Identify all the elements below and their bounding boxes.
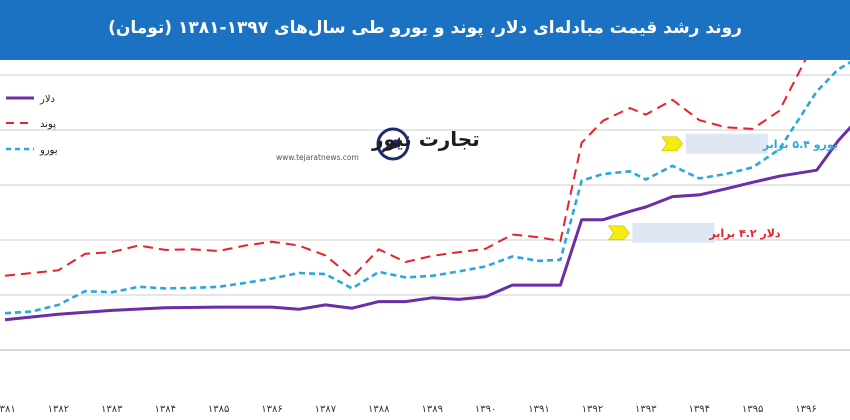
- series-line-pound: [4, 60, 807, 279]
- x-tick-label: ۱۳۸۸: [368, 404, 390, 415]
- x-axis-ticks: ۱۳۸۱ ۱۳۸۲ ۱۳۸۳ ۱۳۸۴ ۱۳۸۵ ۱۳۸۶ ۱۳۸۷ ۱۳۸۸ ۱۳۸۹ ۱۳۹۰…: [0, 404, 850, 415]
- x-tick-label: ۱۳۹۷: [849, 404, 850, 415]
- x-tick-label: ۱۳۹۵: [742, 404, 763, 415]
- tejarat-news-logo: تجارت نیوز www.tejaratnews.com: [276, 127, 480, 162]
- chart-title: روند رشد قیمت مبادله‌ای دلار، پوند و یور…: [108, 18, 742, 38]
- series-lines: [4, 60, 850, 322]
- line-chart: ۱۳۸۱ ۱۳۸۲ ۱۳۸۳ ۱۳۸۴ ۱۳۸۵ ۱۳۸۶ ۱۳۸۷ ۱۳۸۸ ۱۳۸۹ ۱۳۹۰…: [0, 60, 850, 415]
- x-tick-label: ۱۳۸۴: [154, 404, 175, 415]
- x-tick-label: ۱۳۹۳: [635, 404, 657, 415]
- series-line-dollar: [4, 125, 850, 322]
- x-tick-label: ۱۳۹۲: [582, 404, 603, 415]
- logo-arrow-icon: [376, 127, 410, 161]
- x-tick-label: ۱۳۸۲: [48, 404, 69, 415]
- annotation-arrow-icon: [661, 136, 684, 152]
- x-tick-label: ۱۳۹۱: [528, 404, 549, 415]
- legend-label-euro: یورو: [39, 145, 58, 156]
- title-bar: روند رشد قیمت مبادله‌ای دلار، پوند و یور…: [0, 0, 850, 60]
- logo-url: www.tejaratnews.com: [276, 153, 359, 162]
- annotation-dollar: دلار ۴.۲ برابر: [607, 222, 781, 243]
- legend-label-dollar: دلار: [39, 94, 55, 105]
- annotation-label: یورو ۵.۴ برابر: [762, 138, 838, 151]
- annotation-arrow-icon: [607, 225, 630, 241]
- annotation-box: [632, 222, 715, 243]
- logo-arrow-shaft: [381, 139, 397, 153]
- annotation-euro: یورو ۵.۴ برابر: [661, 133, 838, 154]
- annotation-label: دلار ۴.۲ برابر: [708, 227, 781, 240]
- annotation-box: [685, 133, 768, 154]
- x-tick-label: ۱۳۹۴: [688, 404, 709, 415]
- grid-lines: [0, 74, 850, 351]
- x-tick-label: ۱۳۹۰: [475, 404, 496, 415]
- x-tick-label: ۱۳۸۳: [101, 404, 123, 415]
- x-tick-label: ۱۳۸۱: [0, 404, 16, 415]
- x-tick-label: ۱۳۸۵: [208, 404, 229, 415]
- legend-label-pound: پوند: [40, 119, 56, 130]
- x-tick-label: ۱۳۸۶: [261, 404, 282, 415]
- x-tick-label: ۱۳۹۶: [795, 404, 816, 415]
- legend: دلار پوند یورو: [6, 94, 58, 156]
- x-tick-label: ۱۳۸۹: [421, 404, 442, 415]
- logo-wordmark: تجارت نیوز: [371, 127, 480, 151]
- series-line-euro: [4, 60, 850, 315]
- x-tick-label: ۱۳۸۷: [315, 404, 337, 415]
